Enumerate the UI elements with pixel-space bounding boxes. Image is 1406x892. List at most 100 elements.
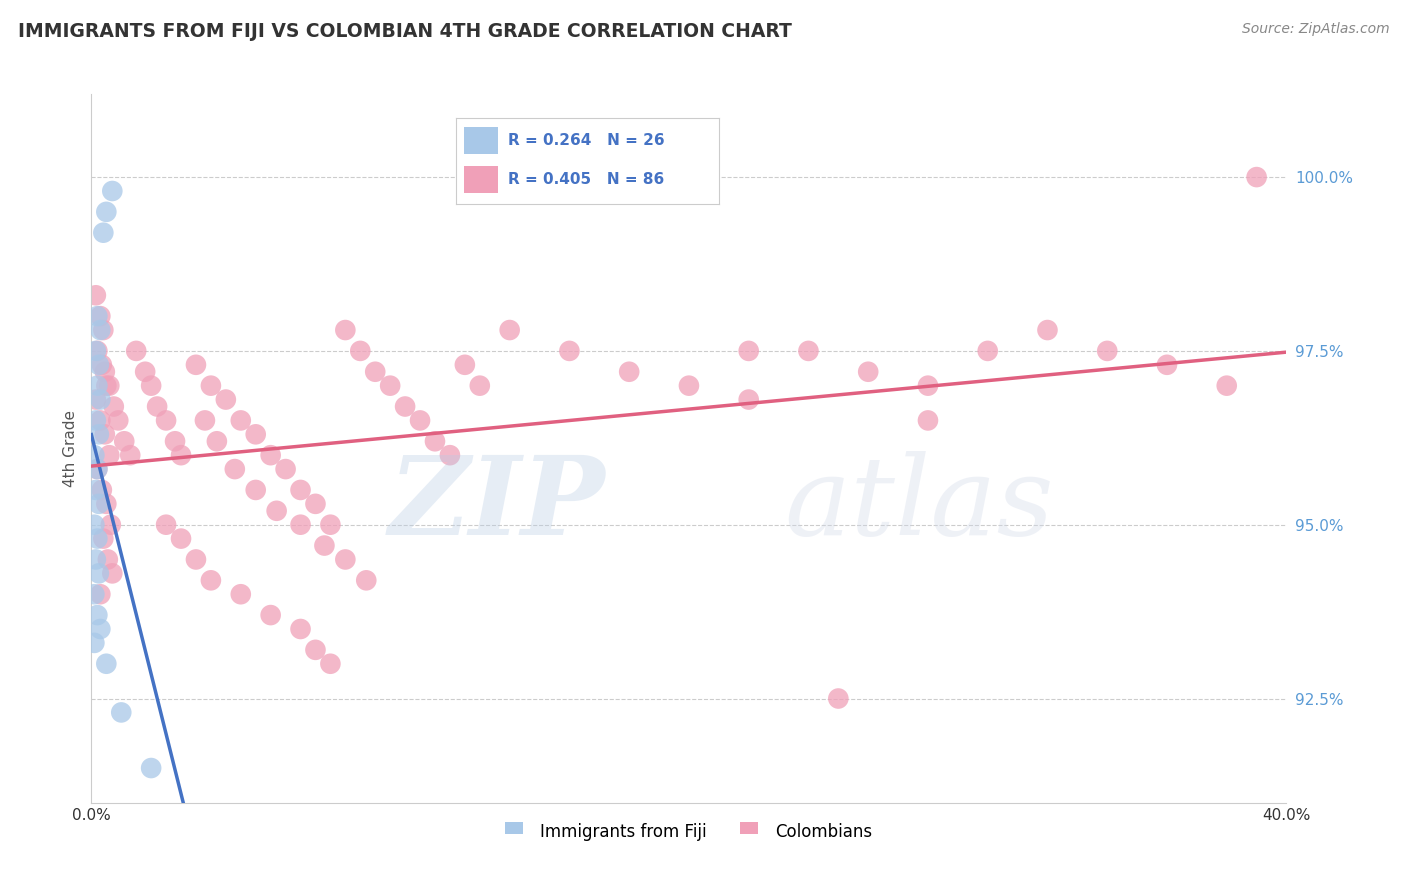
Point [84,413,107,427]
Point [170,448,193,462]
Point [87,566,110,581]
Point [83,517,105,532]
Point [86,462,108,476]
Point [1097,343,1119,358]
Point [266,504,288,518]
Point [84,288,107,302]
Point [354,574,377,588]
Point [394,400,416,414]
Point [120,448,142,462]
Point [797,343,820,358]
Point [827,691,849,706]
Point [304,643,326,657]
Point [170,532,193,546]
Point [678,378,700,392]
Point [1156,358,1178,372]
Point [290,622,312,636]
Point [319,517,342,532]
Point [184,358,207,372]
Point [619,365,641,379]
Point [976,343,998,358]
Text: atlas: atlas [785,451,1054,558]
Point [93,226,115,240]
Point [84,343,107,358]
Point [125,343,148,358]
Point [84,392,107,407]
Point [141,378,162,392]
Point [98,448,121,462]
Point [737,343,759,358]
Point [86,608,108,623]
Point [364,365,387,379]
Point [84,552,107,566]
Point [558,343,581,358]
Point [96,657,118,671]
Point [155,517,177,532]
Point [917,378,939,392]
Point [155,413,177,427]
Point [93,532,115,546]
Point [89,392,111,407]
Point [468,378,491,392]
Point [409,413,432,427]
Y-axis label: 4th Grade: 4th Grade [62,409,77,487]
Point [146,400,169,414]
Legend: Immigrants from Fiji, Colombians: Immigrants from Fiji, Colombians [499,816,879,847]
Point [1246,170,1268,185]
Point [259,608,281,623]
Point [83,448,105,462]
Point [184,552,207,566]
Point [141,761,162,775]
Point [200,378,222,392]
Point [96,497,118,511]
Point [86,532,108,546]
Point [314,539,336,553]
Point [89,413,111,427]
Point [1036,323,1059,337]
Point [224,462,246,476]
Point [94,365,117,379]
Point [86,462,108,476]
Point [110,706,132,720]
Point [83,636,105,650]
Point [205,434,228,449]
Point [87,358,110,372]
Point [245,427,267,442]
Point [454,358,477,372]
Text: IMMIGRANTS FROM FIJI VS COLOMBIAN 4TH GRADE CORRELATION CHART: IMMIGRANTS FROM FIJI VS COLOMBIAN 4TH GR… [18,22,792,41]
Point [194,413,217,427]
Point [89,323,111,337]
Point [101,566,124,581]
Point [290,517,312,532]
Point [93,323,115,337]
Point [86,378,108,392]
Point [112,434,135,449]
Point [163,434,186,449]
Point [290,483,312,497]
Point [98,378,121,392]
Point [319,657,342,671]
Point [917,413,939,427]
Point [96,204,118,219]
Point [274,462,297,476]
Point [856,365,880,379]
Point [215,392,238,407]
Point [89,622,111,636]
Point [87,497,110,511]
Point [96,378,118,392]
Point [229,413,252,427]
Point [107,413,129,427]
Text: ZIP: ZIP [388,451,605,558]
Point [87,427,110,442]
Point [103,400,125,414]
Point [259,448,281,462]
Point [229,587,252,601]
Point [84,483,107,497]
Point [423,434,446,449]
Text: Source: ZipAtlas.com: Source: ZipAtlas.com [1241,22,1389,37]
Point [90,483,112,497]
Point [200,574,222,588]
Point [245,483,267,497]
Point [335,552,357,566]
Point [101,184,124,198]
